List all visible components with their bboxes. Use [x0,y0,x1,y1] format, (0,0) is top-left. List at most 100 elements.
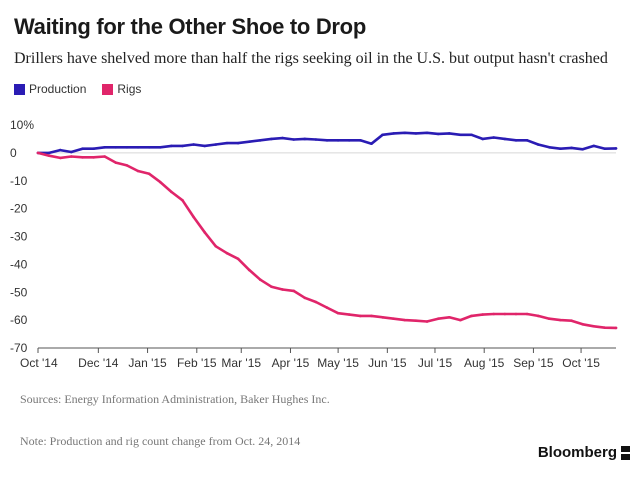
data-point-rigs [403,318,407,322]
data-point-rigs [347,313,351,316]
data-point-rigs [114,161,118,164]
data-point-production [470,133,473,137]
data-point-rigs [70,155,73,158]
data-point-production [47,151,51,155]
data-point-rigs [581,323,584,326]
data-point-rigs [136,169,140,173]
data-point-production [447,132,451,135]
data-point-production [281,136,284,140]
y-tick-label: -50 [10,285,28,299]
x-tick-label: Aug '15 [464,356,505,370]
y-tick-label: -70 [10,341,28,355]
data-point-production [425,131,429,135]
data-point-production [192,143,195,146]
data-point-rigs [36,151,40,155]
y-tick-label: -40 [10,257,28,271]
data-point-rigs [92,156,95,159]
data-point-rigs [470,314,473,318]
data-point-rigs [414,319,418,322]
y-tick-label: 0 [10,146,17,160]
data-point-production [403,131,407,135]
data-point-rigs [214,244,218,248]
data-point-rigs [503,312,507,316]
data-point-rigs [225,251,229,255]
data-point-rigs [325,306,329,309]
data-point-production [503,137,507,141]
data-point-production [247,140,251,144]
data-point-rigs [514,312,518,316]
data-point-production [336,139,340,142]
data-point-production [114,146,118,149]
data-point-production [436,132,440,136]
data-point-rigs [381,316,384,319]
data-point-rigs [58,156,62,160]
data-point-production [58,148,62,152]
data-point-rigs [314,300,318,304]
chart-legend: Production Rigs [14,82,141,96]
data-point-production [158,146,162,149]
data-point-rigs [247,268,251,272]
data-point-rigs [125,164,129,167]
x-tick-label: Sep '15 [513,356,554,370]
data-point-production [181,144,184,148]
data-point-production [270,137,273,141]
data-point-rigs [259,278,262,282]
data-point-rigs [47,154,51,157]
data-point-rigs [436,317,440,321]
data-point-rigs [203,231,207,234]
data-point-rigs [103,155,106,158]
legend-label-rigs: Rigs [117,82,142,96]
data-point-production [292,138,295,141]
data-point-production [370,142,373,145]
legend-swatch-rigs [102,83,114,95]
data-point-production [514,139,518,142]
data-point-production [559,147,562,150]
data-point-rigs [370,314,373,318]
data-point-production [236,141,240,145]
x-tick-label: Dec '14 [78,356,119,370]
data-point-production [459,133,462,137]
y-tick-label: -60 [10,313,28,327]
data-note: Note: Production and rig count change fr… [20,434,301,448]
data-point-production [359,139,362,142]
data-point-rigs [392,317,395,321]
data-point-production [225,141,229,145]
data-point-rigs [425,320,429,323]
legend-label-production: Production [29,82,87,96]
data-point-rigs [536,314,540,318]
data-point-rigs [481,313,484,316]
x-tick-label: Apr '15 [272,356,310,370]
data-point-rigs [447,316,451,319]
data-point-production [525,139,529,142]
data-point-rigs [303,296,307,300]
data-point-rigs [492,312,496,316]
data-point-production [325,139,329,142]
data-point-production [603,147,607,150]
data-point-rigs [525,312,529,316]
y-tick-label: -30 [10,230,28,244]
data-point-rigs [270,285,273,288]
data-point-production [170,144,173,148]
y-tick-label: -20 [10,202,28,216]
data-point-production [136,146,140,149]
data-point-rigs [459,318,462,322]
series-line-production [36,131,618,155]
data-point-production [203,144,207,148]
data-point-production [536,143,540,146]
y-tick-label: 10% [10,118,34,132]
x-tick-label: Jul '15 [418,356,453,370]
data-point-rigs [158,180,162,184]
x-tick-label: Feb '15 [177,356,217,370]
data-point-rigs [336,311,340,315]
bloomberg-logo: Bloomberg [538,444,630,461]
data-point-rigs [181,198,184,202]
data-point-rigs [292,289,295,293]
data-point-production [481,137,484,141]
data-point-rigs [570,319,573,322]
data-point-production [314,138,318,141]
data-point-production [570,146,573,150]
data-point-production [347,139,351,142]
sources-note: Sources: Energy Information Administrati… [20,392,330,406]
data-point-rigs [592,324,596,328]
